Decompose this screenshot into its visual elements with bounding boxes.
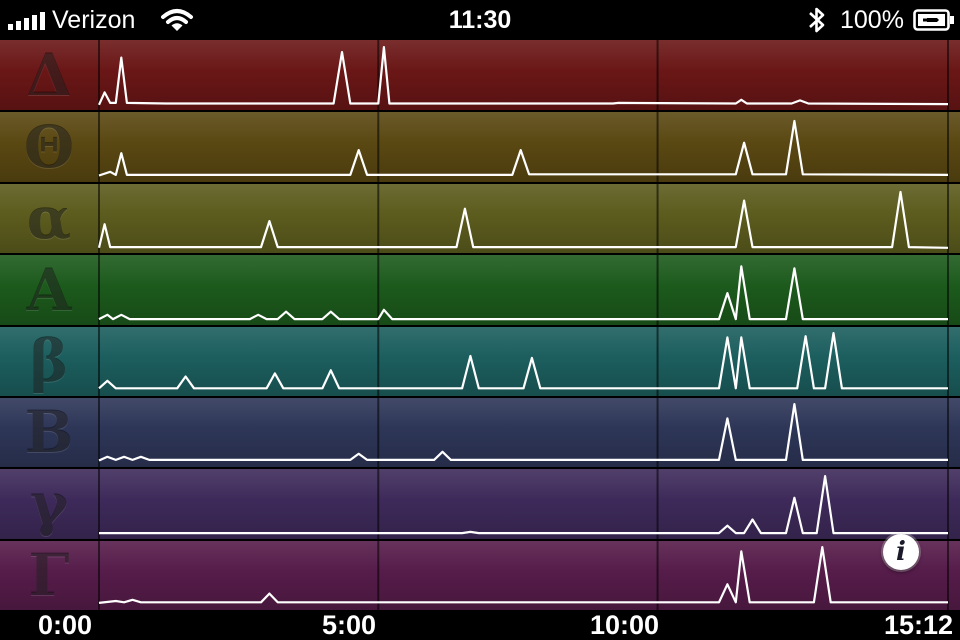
carrier-name: Verizon bbox=[52, 6, 136, 34]
track-background bbox=[0, 255, 960, 325]
status-clock: 11:30 bbox=[448, 6, 512, 34]
x-tick-label: 0:00 bbox=[38, 610, 93, 640]
track-B: B bbox=[0, 397, 960, 467]
track-label: γ bbox=[29, 470, 69, 538]
track-label: B bbox=[24, 398, 74, 466]
track-label: Δ bbox=[26, 41, 72, 109]
status-bar: Verizon 11:30 100% bbox=[0, 0, 960, 40]
track-label: α bbox=[26, 184, 72, 252]
track-background bbox=[0, 469, 960, 539]
x-tick-label: 5:00 bbox=[322, 610, 377, 640]
track-gamma: γ bbox=[0, 469, 960, 539]
wifi-icon bbox=[161, 9, 193, 31]
track-label: A bbox=[26, 256, 72, 324]
info-icon: i bbox=[896, 537, 906, 567]
track-background bbox=[0, 183, 960, 253]
track-delta: Δ bbox=[0, 40, 960, 110]
track-label: Θ bbox=[23, 113, 75, 181]
signal-bars-icon bbox=[8, 12, 45, 30]
track-background bbox=[0, 540, 960, 610]
track-background bbox=[0, 326, 960, 396]
time-axis: 0:00 5:00 10:00 15:12 bbox=[0, 610, 960, 640]
battery-charging-icon bbox=[913, 9, 954, 31]
x-tick-label: 15:12 bbox=[884, 610, 954, 640]
track-A: A bbox=[0, 255, 960, 325]
x-tick-label: 10:00 bbox=[590, 610, 660, 640]
track-background bbox=[0, 40, 960, 110]
track-theta: Θ bbox=[0, 112, 960, 182]
track-label: Γ bbox=[28, 541, 70, 609]
track-background bbox=[0, 112, 960, 182]
battery-percentage: 100% bbox=[840, 6, 904, 34]
chart-area: Δ Θ α A β B γ Γ bbox=[0, 40, 960, 612]
track-alpha: α bbox=[0, 183, 960, 253]
bluetooth-icon bbox=[809, 7, 825, 33]
track-label: β bbox=[29, 327, 69, 395]
info-button[interactable]: i bbox=[883, 534, 919, 570]
track-beta: β bbox=[0, 326, 960, 396]
track-Gamma: Γ bbox=[0, 540, 960, 610]
track-background bbox=[0, 397, 960, 467]
